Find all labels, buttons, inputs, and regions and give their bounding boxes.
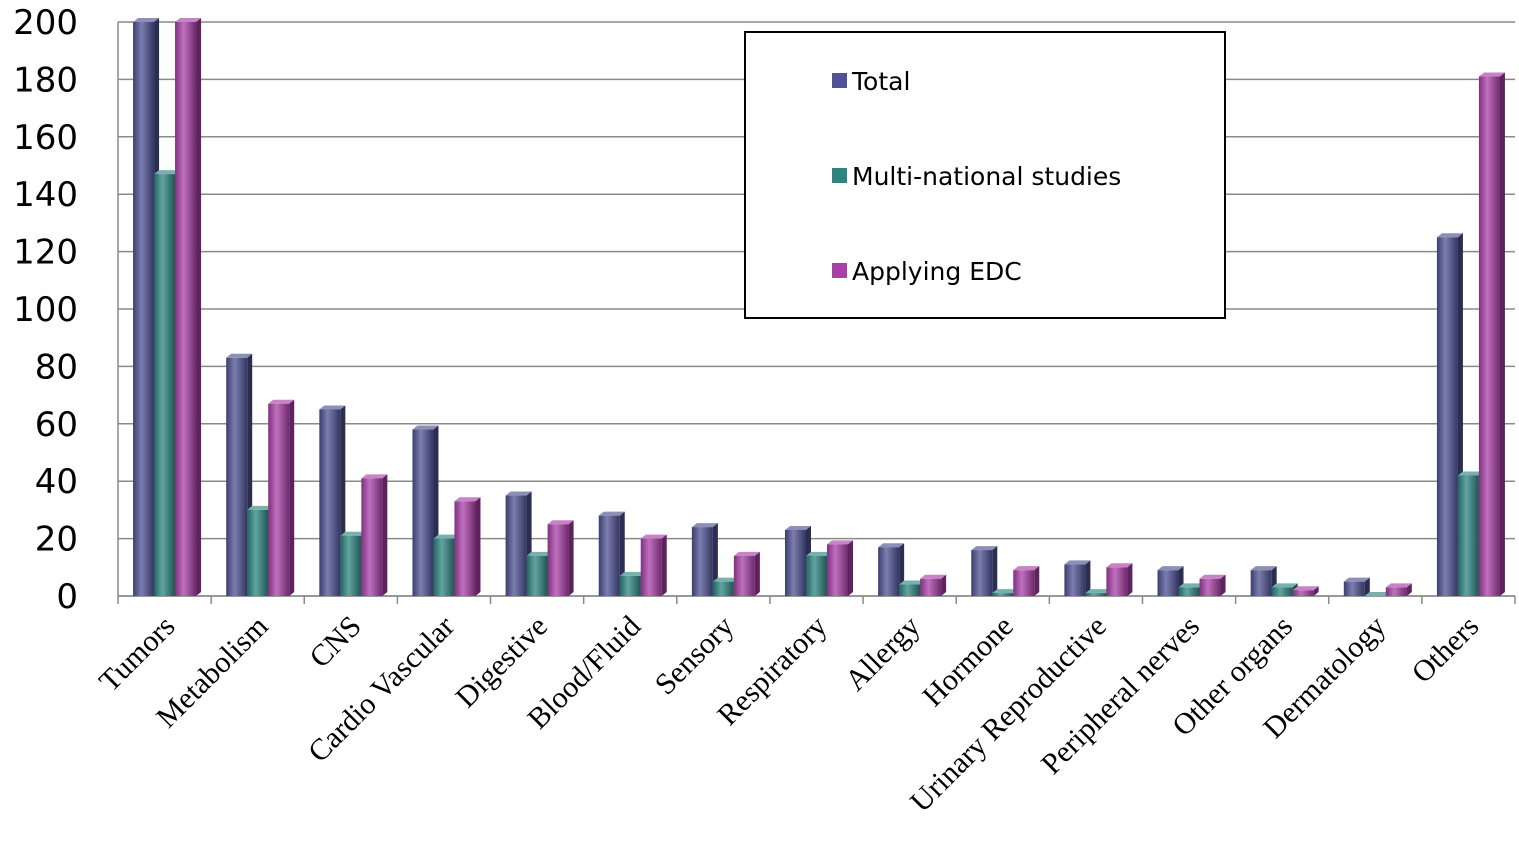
legend-swatch-multinational [832, 168, 847, 183]
y-tick-label: 180 [13, 60, 78, 100]
bar [598, 511, 625, 596]
y-tick-label: 200 [13, 3, 78, 43]
legend-swatch-total [832, 73, 847, 88]
bar [547, 520, 574, 596]
bar [1364, 592, 1391, 597]
bar [971, 546, 998, 596]
legend-label-multinational: Multi-national studies [852, 162, 1121, 191]
bar [827, 540, 853, 596]
bar [1385, 583, 1412, 596]
legend-box [744, 31, 1226, 319]
y-tick-label: 0 [56, 577, 78, 617]
y-axis-ticks: 0 20 40 60 80 100 120 140 160 180 200 [13, 3, 78, 617]
y-tick-label: 20 [35, 520, 78, 560]
y-tick-label: 40 [35, 462, 78, 502]
bar [1013, 566, 1040, 596]
y-tick-label: 140 [13, 175, 78, 215]
y-tick-label: 100 [13, 290, 78, 330]
x-tick-label: Tumors [93, 610, 182, 699]
bars [133, 18, 1505, 597]
bar [268, 399, 295, 596]
x-tick-label: Sensory [649, 610, 741, 702]
y-tick-label: 120 [13, 233, 78, 273]
bar [1343, 577, 1370, 596]
bar [920, 574, 947, 596]
legend: Total Multi-national studies Applying ED… [744, 31, 1226, 319]
legend-label-total: Total [851, 67, 910, 96]
bar [175, 18, 202, 596]
bar [454, 497, 481, 596]
bar [1064, 560, 1091, 596]
bar [1106, 563, 1133, 596]
y-tick-label: 80 [35, 347, 78, 387]
x-tick-label: CNS [303, 610, 368, 675]
bar [878, 543, 905, 596]
bar [1199, 574, 1226, 596]
y-tick-label: 60 [35, 405, 78, 445]
legend-swatch-edc [832, 263, 847, 278]
y-tick-label: 160 [13, 118, 78, 158]
x-tick-label: Others [1405, 610, 1485, 690]
bar [691, 523, 718, 596]
bar [1478, 72, 1505, 596]
legend-label-edc: Applying EDC [852, 257, 1022, 286]
x-tick-label: Allergy [839, 610, 927, 698]
bar [640, 534, 667, 596]
bar [361, 474, 388, 596]
x-tick-label: Peripheral nerves [1035, 610, 1206, 781]
bar [733, 551, 760, 596]
bar [1292, 586, 1319, 596]
